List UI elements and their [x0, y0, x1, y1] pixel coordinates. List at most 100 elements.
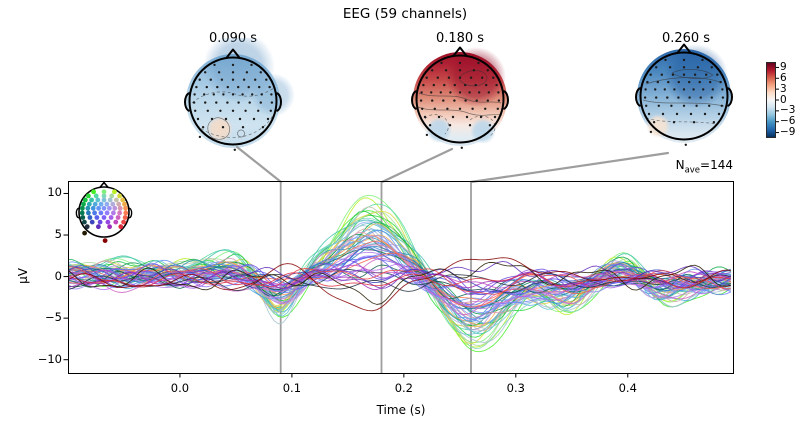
sensor-legend-dot [122, 215, 128, 220]
sensor-legend-dot [116, 201, 122, 207]
sensor-legend-inset [75, 181, 133, 243]
sensor-legend-dot [112, 205, 118, 211]
nave-annotation: Nave=144 [675, 158, 733, 176]
y-tick-label: −5 [45, 310, 62, 325]
topomap-blob [207, 116, 233, 142]
x-tick-label: 0.1 [282, 381, 302, 395]
sensor-legend-dot [108, 215, 114, 220]
head-outline [635, 43, 733, 141]
colorbar-tick-label: −3 [780, 104, 796, 117]
sensor-legend-dot [102, 238, 108, 243]
colorbar [766, 62, 776, 138]
sensor-legend-dot [101, 215, 107, 220]
sensor-legend-dot [93, 193, 99, 199]
sensor-legend-dot [115, 215, 121, 220]
colorbar-tick-label: 6 [780, 71, 787, 84]
sensor-legend-dot [112, 189, 117, 195]
sensor-legend-dot [114, 197, 119, 203]
sensor-legend-dot [107, 224, 112, 230]
sensor-legend-dot [82, 197, 88, 203]
colorbar-tick-label: 9 [780, 60, 787, 73]
sensor-legend-dot [86, 193, 91, 199]
sensor-legend-dot [110, 201, 116, 207]
sensor-legend-dot [82, 219, 87, 225]
topomap-2 [411, 46, 509, 149]
topomap-contours [417, 70, 503, 137]
colorbar-tick-label: −9 [780, 126, 796, 139]
sensor-legend-dot [86, 201, 92, 207]
sensor-legend-dot [104, 201, 110, 207]
butterfly-traces [68, 194, 732, 353]
sensor-legend-dot [107, 205, 112, 211]
sensor-legend-dot [94, 215, 100, 220]
colorbar-tick-label: −6 [780, 115, 796, 128]
sensor-legend-dot [98, 201, 104, 207]
sensor-legend-dot [86, 210, 91, 216]
sensor-legend-dot [81, 201, 86, 207]
x-tick-label: 0.4 [618, 381, 637, 395]
topomap-2-time-label: 0.180 s [435, 31, 485, 46]
topomap-sensor-dots [192, 63, 274, 151]
sensor-legend-dot [101, 205, 107, 211]
sensor-legend-dot [122, 201, 127, 207]
topomap-sensor-dots [419, 61, 501, 149]
sensor-legend-dot [90, 205, 96, 211]
head-outline [184, 48, 282, 146]
sensor-legend-dot [117, 205, 123, 211]
sensor-legend-dot [91, 189, 96, 195]
sensor-legend-dot [96, 205, 101, 211]
sensor-legend-dot [98, 210, 104, 216]
sensor-legend-dot [80, 205, 85, 211]
sensor-legend-dot [123, 210, 129, 216]
topomap-contours [642, 69, 725, 125]
topomap-blob [426, 117, 452, 143]
y-tick-label: −10 [37, 351, 62, 366]
sensor-legend-dot [109, 193, 115, 199]
sensor-legend-dot [80, 215, 86, 220]
sensor-legend-dot [85, 205, 91, 211]
sensor-legend-dot [121, 219, 126, 225]
y-tick-label: 0 [54, 268, 62, 283]
sensor-legend-dot [79, 210, 85, 216]
sensor-legend-dot [123, 205, 128, 211]
sensor-legend-dot [92, 210, 97, 216]
colorbar-tick-label: 3 [780, 82, 787, 95]
sensor-legend-dot [92, 201, 98, 207]
x-tick-label: 0.3 [506, 381, 525, 395]
colorbar-tick-label: 0 [780, 93, 787, 106]
sensor-legend-dot [87, 215, 93, 220]
sensor-legend-dot [97, 219, 103, 225]
x-axis-label: Time (s) [376, 403, 426, 417]
topomap-3-time-label: 0.260 s [661, 31, 711, 46]
sensor-legend-dot [95, 197, 101, 203]
x-tick-label: 0.0 [170, 381, 190, 395]
topomap-1 [184, 38, 295, 151]
sensor-legend-dot [104, 210, 110, 216]
sensor-legend-dot [101, 197, 107, 203]
sensor-legend-dot [113, 219, 119, 225]
topomap-3 [635, 43, 733, 146]
sensor-legend-dot [107, 197, 113, 203]
sensor-legend-dot [82, 230, 87, 236]
sensor-legend-dot [118, 224, 124, 230]
sensor-legend-dot [101, 189, 107, 195]
y-tick-label: 5 [54, 227, 62, 242]
sensor-legend-dot [117, 210, 122, 216]
y-tick-label: 10 [47, 185, 62, 200]
sensor-legend-dot [84, 224, 90, 230]
topomap-blob [664, 44, 728, 108]
head-outline [411, 46, 509, 144]
sensor-legend-dot [101, 193, 107, 199]
figure-title: EEG (59 channels) [342, 6, 468, 22]
x-tick-label: 0.2 [394, 381, 413, 395]
topomap-sensor-dots [643, 58, 725, 146]
sensor-legend-dot [89, 219, 95, 225]
topomap-blob [251, 73, 295, 117]
sensor-legend-dot [96, 224, 101, 230]
sensor-legend-dot [117, 193, 122, 199]
topomap-contours [191, 87, 275, 140]
butterfly-plot-area [68, 181, 732, 373]
sensor-legend-dot [89, 197, 94, 203]
sensor-legend-dot [120, 197, 126, 203]
